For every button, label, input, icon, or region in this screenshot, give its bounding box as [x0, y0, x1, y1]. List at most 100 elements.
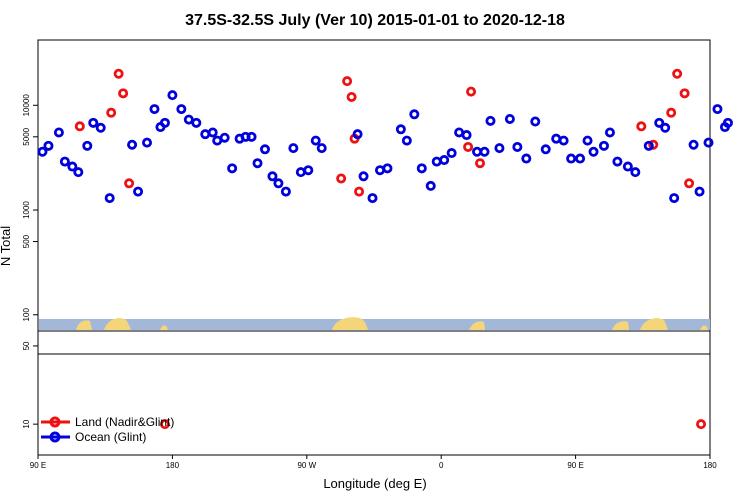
land-data-point	[346, 91, 357, 102]
ocean-data-point	[630, 167, 641, 178]
ocean-data-point	[588, 146, 599, 157]
land-data-point	[696, 419, 707, 430]
ocean-data-point	[352, 129, 363, 140]
y-tick-label: 10000	[22, 94, 31, 117]
ocean-data-point	[540, 144, 551, 155]
ocean-data-point	[219, 132, 230, 143]
y-axis-label: N Total	[0, 226, 13, 266]
legend: Land (Nadir&Glint) Ocean (Glint)	[41, 415, 174, 444]
y-axis-upper: 10000 5000 1000 500 100	[22, 94, 38, 322]
y-axis-lower: 50 10	[22, 341, 38, 429]
y-tick-label: 1000	[22, 201, 31, 219]
ocean-data-point	[409, 109, 420, 120]
ocean-data-point	[622, 161, 633, 172]
x-tick-label: 0	[439, 461, 444, 470]
ocean-data-point	[149, 104, 160, 115]
ocean-data-point	[494, 143, 505, 154]
land-data-point	[124, 178, 135, 189]
y-tick-label: 50	[22, 341, 31, 350]
ocean-data-point	[461, 130, 472, 141]
ocean-data-point	[401, 135, 412, 146]
ocean-data-point	[446, 148, 457, 159]
ocean-data-point	[259, 144, 270, 155]
ocean-data-point	[566, 153, 577, 164]
land-data-point	[636, 121, 647, 132]
ocean-data-point	[654, 117, 665, 128]
y-tick-label: 10	[22, 419, 31, 428]
land-patch-small	[160, 325, 168, 330]
x-tick-label: 180	[166, 461, 180, 470]
land-data-point	[113, 68, 124, 79]
ocean-data-point	[133, 186, 144, 197]
ocean-data-point	[712, 104, 723, 115]
land-data-point	[648, 139, 659, 150]
ocean-data-point	[425, 180, 436, 191]
x-tick-label: 90 E	[30, 461, 46, 470]
land-patch-africa-2	[640, 318, 668, 330]
ocean-data-point	[439, 155, 450, 166]
map-strip	[39, 317, 710, 330]
ocean-data-point	[582, 135, 593, 146]
ocean-data-point	[252, 158, 263, 169]
land-patch-south-america-3	[612, 321, 629, 330]
ocean-data-point	[227, 163, 238, 174]
land-data-point	[354, 186, 365, 197]
land-data-point	[466, 86, 477, 97]
land-data-point	[159, 419, 170, 430]
land-data-point	[672, 68, 683, 79]
ocean-data-point	[694, 186, 705, 197]
ocean-data-point	[43, 140, 54, 151]
ocean-data-point	[73, 167, 84, 178]
y-tick-label: 100	[22, 308, 31, 322]
ocean-data-point	[722, 117, 733, 128]
ocean-data-point	[669, 193, 680, 204]
ocean-data-point	[167, 90, 178, 101]
land-patch-africa	[104, 318, 131, 330]
land-data-point	[118, 88, 129, 99]
ocean-data-point	[660, 122, 671, 133]
ocean-data-point	[558, 135, 569, 146]
land-data-point	[106, 107, 117, 118]
ocean-data-point	[504, 113, 515, 124]
legend-label-ocean: Ocean (Glint)	[75, 430, 146, 444]
x-tick-label: 90 E	[567, 461, 583, 470]
ocean-data-point	[521, 153, 532, 164]
land-data-point	[679, 88, 690, 99]
ocean-data-point	[67, 161, 78, 172]
y-tick-label: 5000	[22, 127, 31, 145]
ocean-data-point	[59, 156, 70, 167]
ocean-data-point	[288, 143, 299, 154]
legend-marker-land	[49, 416, 61, 428]
land-data-point	[342, 76, 353, 87]
land-data-point	[463, 141, 474, 152]
ocean-data-point	[88, 117, 99, 128]
chart-title: 37.5S-32.5S July (Ver 10) 2015-01-01 to …	[185, 12, 565, 29]
land-data-point	[666, 107, 677, 118]
x-tick-label: 90 W	[297, 461, 316, 470]
ocean-data-point	[512, 141, 523, 152]
ocean-data-point	[395, 124, 406, 135]
x-axis-label: Longitude (deg E)	[323, 476, 426, 491]
ocean-data-point	[598, 140, 609, 151]
ocean-data-point	[280, 186, 291, 197]
ocean-data-point	[95, 122, 106, 133]
land-patch-south-america-2	[469, 321, 485, 330]
ocean-data-point	[358, 171, 369, 182]
ocean-data-point	[142, 137, 153, 148]
x-axis: 90 E 180 90 W 0 90 E 180	[30, 455, 717, 470]
legend-marker-ocean	[49, 431, 61, 443]
ocean-data-point	[643, 140, 654, 151]
ocean-data-point	[530, 116, 541, 127]
land-patch-australia	[332, 317, 368, 330]
ocean-data-point	[479, 146, 490, 157]
ocean-data-point	[416, 163, 427, 174]
ocean-data-point	[688, 139, 699, 150]
y-tick-label: 500	[22, 234, 31, 248]
ocean-data-point	[82, 140, 93, 151]
legend-item-land: Land (Nadir&Glint)	[41, 415, 174, 429]
ocean-data-point	[104, 193, 115, 204]
land-patch-small-2	[700, 325, 708, 330]
ocean-data-point	[703, 137, 714, 148]
data-points	[37, 68, 733, 430]
